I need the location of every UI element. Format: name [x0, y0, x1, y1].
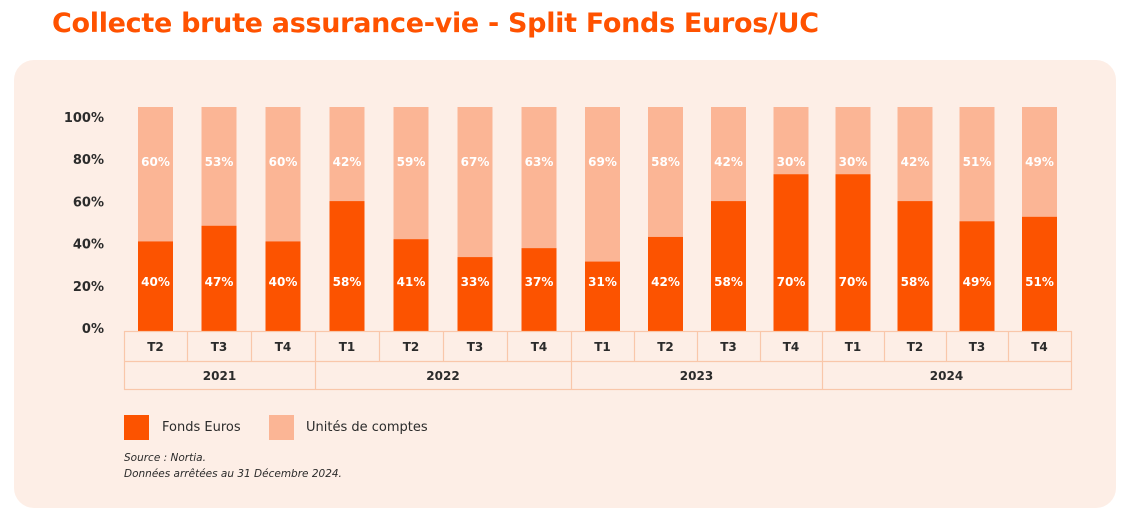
- x-tick-label: T1: [594, 340, 611, 354]
- y-tick-label: 60%: [73, 195, 104, 210]
- bar-label-fonds-euros: 40%: [269, 275, 298, 289]
- bar-unites-de-comptes: [265, 107, 301, 242]
- x-tick-label: T4: [783, 340, 800, 354]
- bar-label-unites-de-comptes: 51%: [963, 155, 992, 169]
- bar-unites-de-comptes: [393, 107, 429, 240]
- bar-unites-de-comptes: [959, 107, 995, 222]
- date-note: Données arrêtées au 31 Décembre 2024.: [124, 468, 342, 480]
- bar-label-unites-de-comptes: 63%: [525, 155, 554, 169]
- bar-label-fonds-euros: 51%: [1025, 275, 1054, 289]
- chart-title: Collecte brute assurance-vie - Split Fon…: [52, 8, 819, 39]
- x-tick-label: T2: [147, 340, 164, 354]
- y-axis-ticks: 0% 20% 40% 60% 80% 100%: [64, 111, 104, 337]
- bar-label-unites-de-comptes: 42%: [714, 155, 743, 169]
- y-tick-label: 100%: [64, 111, 104, 126]
- bar-label-unites-de-comptes: 58%: [651, 155, 680, 169]
- x-tick-label: T3: [211, 340, 228, 354]
- bar-label-fonds-euros: 49%: [963, 275, 992, 289]
- x-tick-label: T2: [657, 340, 674, 354]
- legend-swatch-fonds-euros: [124, 415, 149, 440]
- bar-fonds-euros: [457, 257, 493, 331]
- bar-fonds-euros: [521, 248, 557, 331]
- bar-label-unites-de-comptes: 67%: [461, 155, 490, 169]
- bar-label-fonds-euros: 47%: [205, 275, 234, 289]
- x-tick-label: T2: [403, 340, 420, 354]
- source-note: Source : Nortia.: [124, 452, 206, 464]
- bar-label-fonds-euros: 58%: [714, 275, 743, 289]
- bar-label-unites-de-comptes: 69%: [588, 155, 617, 169]
- bars: 60% 40% 53% 47% 60% 40% 42% 58% 59% 41% 67% 33% 63% 3…: [138, 107, 1057, 331]
- bar-unites-de-comptes: [648, 107, 683, 237]
- bar-label-fonds-euros: 58%: [901, 275, 930, 289]
- bar-fonds-euros: [1022, 216, 1057, 331]
- bar-label-fonds-euros: 70%: [839, 275, 868, 289]
- bar-label-fonds-euros: 37%: [525, 275, 554, 289]
- bar-unites-de-comptes: [773, 107, 809, 175]
- bar-unites-de-comptes: [521, 107, 557, 249]
- bar-unites-de-comptes: [138, 107, 173, 242]
- bar-unites-de-comptes: [329, 107, 365, 202]
- bar-label-fonds-euros: 31%: [588, 275, 617, 289]
- bar-label-fonds-euros: 42%: [651, 275, 680, 289]
- x-axis-table: T2 T3 T4 T1 T2 T3 T4 T1 T2 T3 T4 T1 T2 T3 T4 2021 2022 20…: [123, 330, 1073, 391]
- x-tick-label: T3: [969, 340, 986, 354]
- x-tick-label: T1: [339, 340, 356, 354]
- bar-fonds-euros: [585, 261, 620, 331]
- x-tick-label: T2: [907, 340, 924, 354]
- x-group-label: 2023: [680, 369, 713, 383]
- legend-label-unites-de-comptes: Unités de comptes: [306, 420, 428, 435]
- bar-unites-de-comptes: [711, 107, 746, 202]
- x-tick-label: T4: [1031, 340, 1048, 354]
- y-tick-label: 0%: [82, 322, 104, 337]
- bar-label-unites-de-comptes: 49%: [1025, 155, 1054, 169]
- bar-label-unites-de-comptes: 59%: [397, 155, 426, 169]
- y-tick-label: 20%: [73, 280, 104, 295]
- bar-label-unites-de-comptes: 42%: [901, 155, 930, 169]
- bar-unites-de-comptes: [201, 107, 237, 226]
- bar-label-fonds-euros: 70%: [777, 275, 806, 289]
- bar-label-unites-de-comptes: 53%: [205, 155, 234, 169]
- bar-fonds-euros: [835, 174, 871, 331]
- bar-fonds-euros: [138, 241, 173, 331]
- bar-fonds-euros: [265, 241, 301, 331]
- x-axis-table-border: [123, 330, 1073, 391]
- bar-label-fonds-euros: 33%: [461, 275, 490, 289]
- bar-fonds-euros: [959, 221, 995, 331]
- bar-fonds-euros: [329, 201, 365, 331]
- y-tick-label: 40%: [73, 238, 104, 253]
- bar-unites-de-comptes: [585, 107, 620, 262]
- legend-swatch-unites-de-comptes: [269, 415, 294, 440]
- x-group-label: 2021: [203, 369, 236, 383]
- bar-label-unites-de-comptes: 30%: [777, 155, 806, 169]
- x-tick-label: T4: [531, 340, 548, 354]
- x-tick-label: T3: [467, 340, 484, 354]
- bar-fonds-euros: [393, 239, 429, 331]
- x-tick-label: T1: [845, 340, 862, 354]
- bar-unites-de-comptes: [897, 107, 933, 202]
- bar-fonds-euros: [711, 201, 746, 331]
- bar-label-unites-de-comptes: 42%: [333, 155, 362, 169]
- bar-fonds-euros: [201, 225, 237, 331]
- bar-fonds-euros: [648, 236, 683, 331]
- bar-fonds-euros: [773, 174, 809, 331]
- bar-unites-de-comptes: [457, 107, 493, 258]
- bar-label-fonds-euros: 40%: [141, 275, 170, 289]
- x-tick-label: T3: [720, 340, 737, 354]
- bar-label-unites-de-comptes: 30%: [839, 155, 868, 169]
- bar-label-unites-de-comptes: 60%: [141, 155, 170, 169]
- bar-label-fonds-euros: 41%: [397, 275, 426, 289]
- bar-label-fonds-euros: 58%: [333, 275, 362, 289]
- legend-label-fonds-euros: Fonds Euros: [162, 420, 241, 435]
- bar-unites-de-comptes: [1022, 107, 1057, 217]
- x-group-label: 2024: [930, 369, 963, 383]
- y-tick-label: 80%: [73, 153, 104, 168]
- x-tick-label: T4: [275, 340, 292, 354]
- bar-label-unites-de-comptes: 60%: [269, 155, 298, 169]
- bar-fonds-euros: [897, 201, 933, 331]
- x-group-label: 2022: [426, 369, 459, 383]
- bar-unites-de-comptes: [835, 107, 871, 175]
